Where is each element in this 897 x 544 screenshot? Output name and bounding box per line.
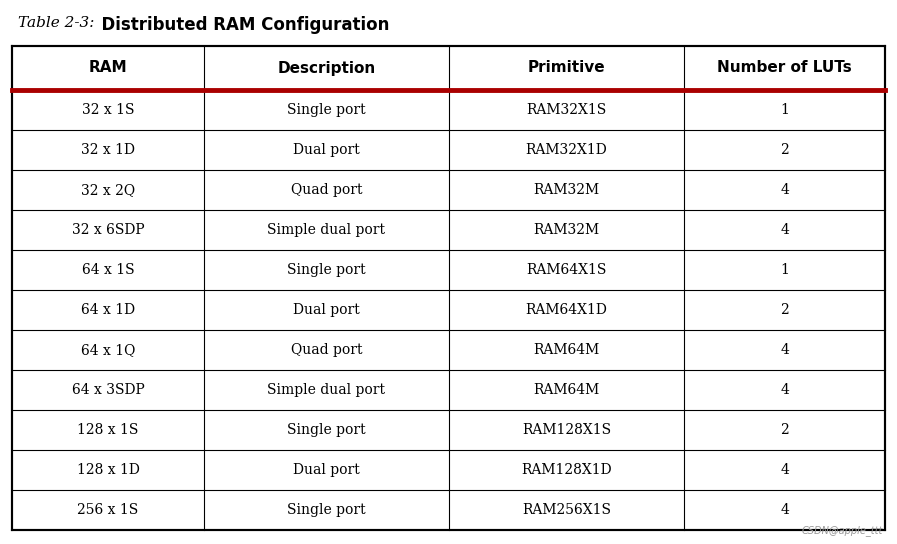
Text: 4: 4: [780, 503, 789, 517]
Text: RAM64M: RAM64M: [533, 383, 599, 397]
Text: 256 x 1S: 256 x 1S: [77, 503, 139, 517]
Text: Dual port: Dual port: [293, 463, 360, 477]
Text: Dual port: Dual port: [293, 143, 360, 157]
Text: 64 x 1Q: 64 x 1Q: [81, 343, 135, 357]
Text: RAM256X1S: RAM256X1S: [522, 503, 611, 517]
Text: 32 x 6SDP: 32 x 6SDP: [72, 223, 144, 237]
Text: 32 x 2Q: 32 x 2Q: [81, 183, 135, 197]
Text: Primitive: Primitive: [527, 60, 605, 76]
Text: Simple dual port: Simple dual port: [267, 223, 386, 237]
Text: 2: 2: [780, 303, 789, 317]
Text: CSDN@apple_ttt: CSDN@apple_ttt: [802, 525, 883, 536]
Bar: [12, 46, 885, 530]
Text: 64 x 1S: 64 x 1S: [82, 263, 135, 277]
Text: Quad port: Quad port: [291, 343, 362, 357]
Text: RAM: RAM: [89, 60, 127, 76]
Text: 4: 4: [780, 183, 789, 197]
Text: RAM64X1D: RAM64X1D: [526, 303, 607, 317]
Text: Description: Description: [277, 60, 376, 76]
Text: 2: 2: [780, 423, 789, 437]
Text: 32 x 1D: 32 x 1D: [81, 143, 135, 157]
Text: Distributed RAM Configuration: Distributed RAM Configuration: [90, 16, 389, 34]
Text: 4: 4: [780, 383, 789, 397]
Text: Table 2-3:: Table 2-3:: [18, 16, 94, 30]
Text: 4: 4: [780, 343, 789, 357]
Text: RAM32X1D: RAM32X1D: [526, 143, 607, 157]
Text: RAM128X1S: RAM128X1S: [522, 423, 611, 437]
Text: Dual port: Dual port: [293, 303, 360, 317]
Text: RAM32M: RAM32M: [534, 183, 599, 197]
Text: Single port: Single port: [287, 263, 366, 277]
Text: RAM128X1D: RAM128X1D: [521, 463, 612, 477]
Text: 1: 1: [780, 263, 789, 277]
Text: RAM64X1S: RAM64X1S: [527, 263, 606, 277]
Text: RAM64M: RAM64M: [533, 343, 599, 357]
Text: 32 x 1S: 32 x 1S: [82, 103, 135, 117]
Text: Single port: Single port: [287, 423, 366, 437]
Text: 4: 4: [780, 463, 789, 477]
Text: Single port: Single port: [287, 103, 366, 117]
Text: 64 x 3SDP: 64 x 3SDP: [72, 383, 144, 397]
Text: Quad port: Quad port: [291, 183, 362, 197]
Text: 2: 2: [780, 143, 789, 157]
Text: 1: 1: [780, 103, 789, 117]
Text: 64 x 1D: 64 x 1D: [81, 303, 135, 317]
Text: 128 x 1D: 128 x 1D: [76, 463, 139, 477]
Text: 4: 4: [780, 223, 789, 237]
Text: Number of LUTs: Number of LUTs: [718, 60, 852, 76]
Text: Single port: Single port: [287, 503, 366, 517]
Text: RAM32M: RAM32M: [534, 223, 599, 237]
Text: RAM32X1S: RAM32X1S: [527, 103, 606, 117]
Text: 128 x 1S: 128 x 1S: [77, 423, 139, 437]
Text: Simple dual port: Simple dual port: [267, 383, 386, 397]
